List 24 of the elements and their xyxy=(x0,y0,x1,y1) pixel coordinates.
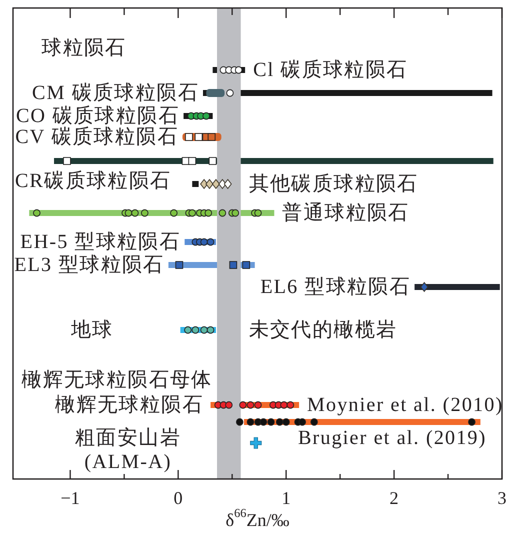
x-axis-title: δ$^{66}$Zn/‰ xyxy=(226,506,290,530)
y-tick-label: 粗面安山岩 (ALM-A) xyxy=(75,427,181,473)
y-tick-label: CM 碳质球粒陨石 xyxy=(32,82,199,104)
annotation: 橄辉无球粒陨石 xyxy=(55,394,204,416)
annotation: 其他碳质球粒陨石 xyxy=(248,173,418,195)
y-tick-label: 普通球粒陨石 xyxy=(282,201,410,224)
x-tick-label: 3 xyxy=(498,488,506,508)
y-tick-label: 未交代的橄榄岩 xyxy=(248,319,398,341)
y-tick-label: CO 碳质球粒陨石 xyxy=(16,105,180,127)
x-tick-label: 2 xyxy=(390,488,399,508)
y-tick-label: EH-5 型球粒陨石 xyxy=(20,231,181,253)
annotation: 橄辉无球粒陨石母体 xyxy=(22,369,212,391)
y-tick-label: Brugier et al. (2019) xyxy=(298,427,486,449)
y-tick-label: Cl 碳质球粒陨石 xyxy=(253,59,408,81)
y-tick-label: CV 碳质球粒陨石 xyxy=(15,126,178,148)
x-tick-label: 1 xyxy=(282,488,291,508)
y-tick-label: Moynier et al. (2010) xyxy=(307,394,504,416)
annotation: 地球 xyxy=(70,319,114,341)
y-tick-label: EL3 型球粒陨石 xyxy=(14,254,164,276)
x-tick-label: −1 xyxy=(60,488,80,508)
y-tick-label: CR碳质球粒陨石 xyxy=(15,170,172,192)
annotation: 球粒陨石 xyxy=(42,37,126,59)
x-tick-label: 0 xyxy=(174,488,183,508)
y-tick-label: EL6 型球粒陨石 xyxy=(260,276,411,298)
